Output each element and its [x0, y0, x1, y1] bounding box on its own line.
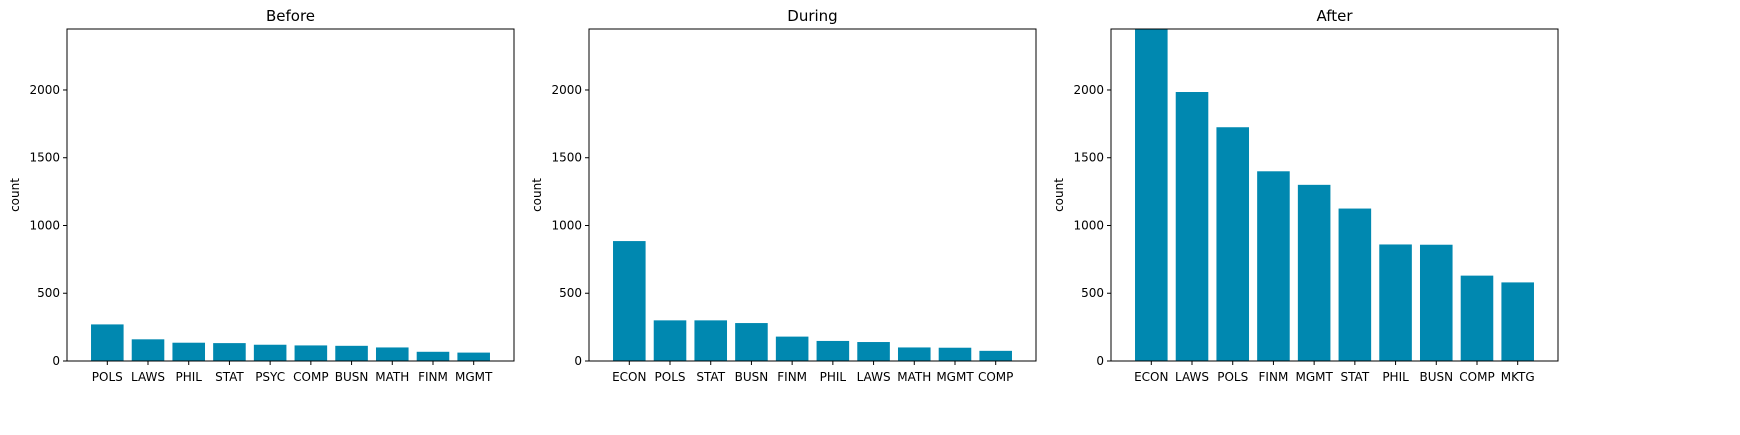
x-tick-label-finm: FINM [418, 370, 448, 384]
x-tick-label-busn: BUSN [1419, 370, 1453, 384]
chart-title: Before [266, 7, 315, 25]
bar-stat [1338, 208, 1372, 361]
bar-math [375, 347, 409, 361]
x-tick-label-math: MATH [897, 370, 931, 384]
bar-phil [172, 342, 206, 361]
y-tick-label: 1500 [29, 151, 60, 165]
bar-pols [91, 324, 124, 361]
y-tick-label: 500 [37, 286, 60, 300]
bar-mgmt [1297, 184, 1331, 361]
x-tick-label-phil: PHIL [1382, 370, 1409, 384]
bar-mktg [1501, 282, 1534, 361]
plot-frame [66, 28, 515, 362]
x-tick-label-phil: PHIL [820, 370, 847, 384]
plot-frame [1110, 28, 1559, 362]
bar-comp [294, 345, 328, 361]
x-tick-label-pols: POLS [92, 370, 123, 384]
x-tick-label-finm: FINM [777, 370, 807, 384]
x-tick-label-comp: COMP [1459, 370, 1494, 384]
bar-laws [131, 339, 165, 361]
bar-comp [979, 350, 1012, 361]
x-tick-label-finm: FINM [1259, 370, 1289, 384]
x-tick-label-laws: LAWS [131, 370, 165, 384]
plot-frame [588, 28, 1037, 362]
x-tick-label-pols: POLS [1217, 370, 1248, 384]
y-tick-label: 500 [559, 286, 582, 300]
bar-laws [857, 342, 890, 361]
x-tick-label-stat: STAT [696, 370, 725, 384]
x-tick-label-psyc: PSYC [255, 370, 285, 384]
y-tick-label: 0 [1096, 354, 1104, 368]
x-tick-label-mgmt: MGMT [1295, 370, 1333, 384]
chart-during: 0 500 1000 1500 2000 ECON POLS STAT BUSN FINM PHIL… [530, 7, 1037, 384]
bar-mgmt [938, 347, 972, 361]
x-tick-label-stat: STAT [1341, 370, 1370, 384]
y-tick-label: 1000 [29, 218, 60, 232]
x-tick-label-mgmt: MGMT [936, 370, 974, 384]
y-tick-label: 2000 [551, 83, 582, 97]
x-tick-label-busn: BUSN [335, 370, 369, 384]
x-tick-label-laws: LAWS [1175, 370, 1209, 384]
y-tick-label: 1000 [551, 218, 582, 232]
chart-title: During [787, 7, 837, 25]
bar-pols [1216, 127, 1250, 362]
bar-finm [416, 351, 450, 361]
x-tick-label-busn: BUSN [735, 370, 769, 384]
x-tick-label-comp: COMP [978, 370, 1013, 384]
bar-phil [1379, 244, 1412, 361]
bar-busn [735, 323, 768, 361]
bar-finm [775, 336, 809, 361]
bar-pols [653, 320, 687, 361]
chart-after: 0 500 1000 1500 2000 ECON LAWS POLS FINM MGMT STAT… [1052, 7, 1559, 384]
chart-before: 0 500 1000 1500 2000 POLS LAWS PHIL STAT PSYC COMP… [8, 7, 515, 384]
x-tick-label-laws: LAWS [857, 370, 891, 384]
x-tick-label-pols: POLS [655, 370, 686, 384]
y-tick-label: 1000 [1073, 218, 1104, 232]
x-tick-label-comp: COMP [293, 370, 328, 384]
y-axis-label: count [530, 178, 544, 212]
y-axis-label: count [8, 178, 22, 212]
bar-laws [1175, 92, 1209, 361]
bar-busn [335, 345, 368, 361]
y-tick-label: 500 [1081, 286, 1104, 300]
bar-stat [694, 320, 728, 361]
x-tick-label-econ: ECON [612, 370, 646, 384]
y-tick-label: 2000 [1073, 83, 1104, 97]
x-tick-label-econ: ECON [1134, 370, 1168, 384]
y-tick-label: 0 [52, 354, 60, 368]
bar-math [897, 347, 931, 361]
y-tick-label: 1500 [551, 151, 582, 165]
bar-psyc [253, 344, 287, 361]
bar-stat [213, 343, 246, 361]
x-tick-label-mktg: MKTG [1501, 370, 1535, 384]
bar-comp [1460, 275, 1494, 361]
bar-mgmt [457, 352, 490, 361]
chart-title: After [1316, 7, 1353, 25]
bar-busn [1419, 244, 1453, 361]
y-tick-label: 2000 [29, 83, 60, 97]
bar-econ [613, 241, 646, 361]
bar-econ [1135, 29, 1168, 361]
x-tick-label-stat: STAT [215, 370, 244, 384]
y-tick-label: 1500 [1073, 151, 1104, 165]
x-tick-label-mgmt: MGMT [455, 370, 493, 384]
x-tick-label-math: MATH [375, 370, 409, 384]
x-tick-label-phil: PHIL [175, 370, 202, 384]
y-tick-label: 0 [574, 354, 582, 368]
bar-phil [816, 340, 850, 361]
bar-finm [1257, 171, 1290, 361]
y-axis-label: count [1052, 178, 1066, 212]
